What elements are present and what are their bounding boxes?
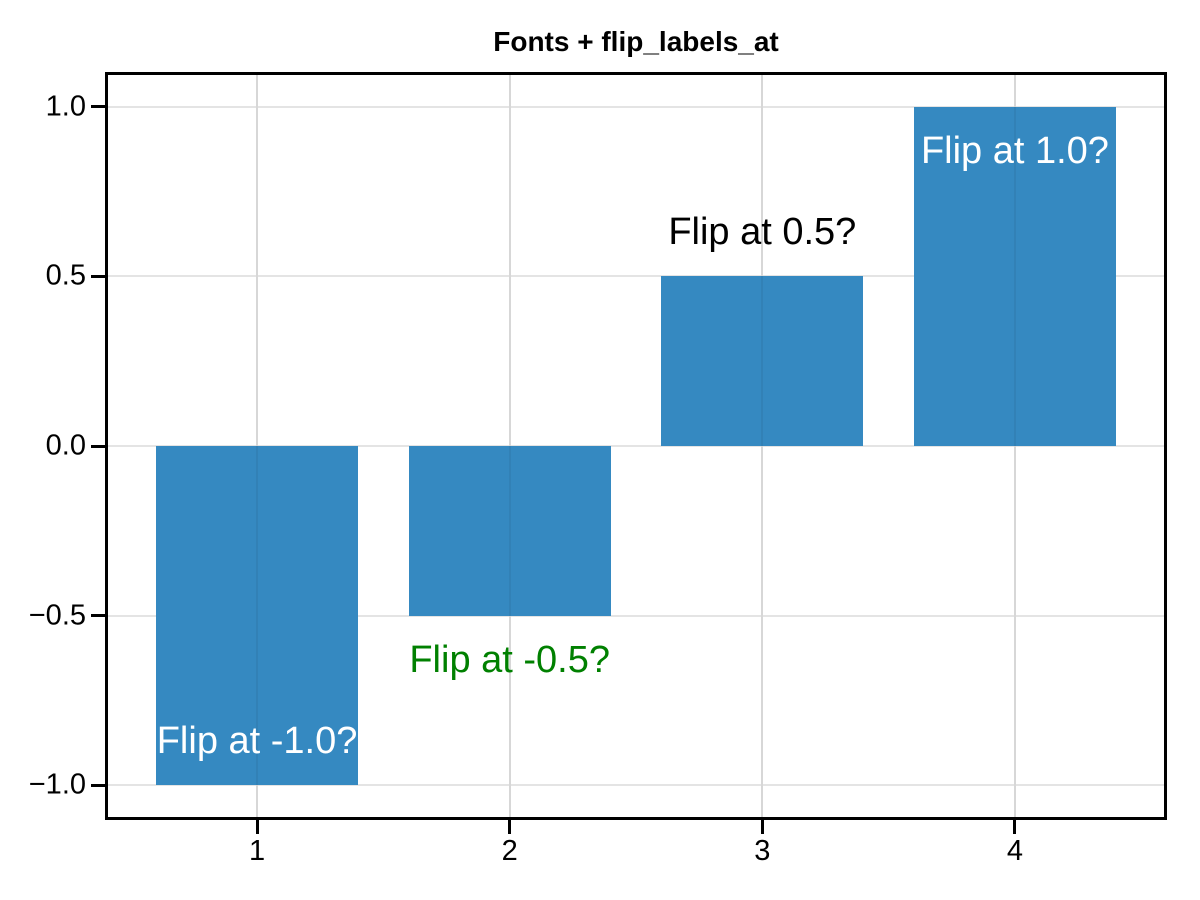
y-tick-label: −1.0 <box>28 768 86 801</box>
y-tick-label: 0.0 <box>45 429 86 462</box>
x-tick-mark <box>508 820 512 834</box>
y-tick-mark <box>91 444 105 448</box>
y-tick-label: 0.5 <box>45 259 86 292</box>
gridline-vertical-overlay <box>761 75 764 817</box>
gridline-horizontal <box>108 784 1164 787</box>
gridline-horizontal <box>108 105 1164 108</box>
y-tick-label: −0.5 <box>28 599 86 632</box>
gridline-horizontal <box>108 275 1164 278</box>
x-tick-mark <box>255 820 259 834</box>
bar <box>913 106 1116 446</box>
gridline-vertical <box>761 75 764 817</box>
bar <box>156 446 359 786</box>
plot-area: Flip at -1.0? Flip at -0.5? Flip at 0.5? Fl… <box>29 72 1167 867</box>
bar-value-label: Flip at 0.5? <box>668 211 857 254</box>
bar-value-label: Flip at -1.0? <box>156 720 358 763</box>
x-tick-label: 1 <box>248 835 266 867</box>
y-tick-label: 1.0 <box>45 90 86 123</box>
x-tick-label: 4 <box>1006 835 1024 867</box>
y-tick-mark <box>91 783 105 787</box>
y-tick-mark <box>91 274 105 278</box>
gridline-horizontal <box>108 614 1164 617</box>
y-tick-mark <box>91 105 105 109</box>
x-tick-mark <box>1013 820 1017 834</box>
bar-value-label: Flip at -0.5? <box>409 638 610 681</box>
y-tick-mark <box>91 614 105 618</box>
gridline-horizontal <box>108 445 1164 447</box>
gridline-vertical-overlay <box>256 75 259 817</box>
gridline-vertical-overlay <box>508 75 511 817</box>
x-tick-mark <box>760 820 764 834</box>
gridline-vertical <box>1013 75 1016 817</box>
gridline-vertical-overlay <box>1013 75 1016 817</box>
bar <box>408 446 611 616</box>
x-tick-label: 2 <box>501 835 518 867</box>
x-tick-label: 3 <box>754 835 771 867</box>
bar-value-label: Flip at 1.0? <box>920 129 1109 172</box>
bar <box>661 276 864 446</box>
chart-title: Fonts + flip_labels_at <box>493 26 779 57</box>
